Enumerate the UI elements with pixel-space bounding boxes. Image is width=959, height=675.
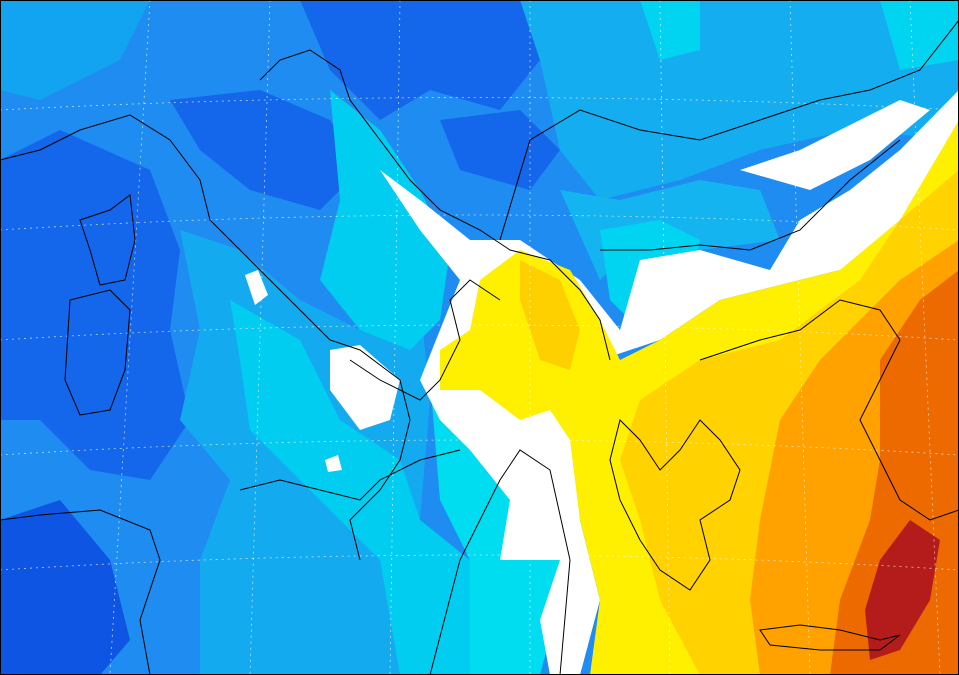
longitude-lines — [109, 0, 941, 675]
cold-region — [0, 500, 130, 675]
coastline — [699, 299, 959, 521]
mild-region — [320, 90, 450, 350]
coastline — [259, 49, 611, 361]
warm-region — [520, 260, 580, 370]
cool-region — [520, 0, 959, 200]
coastline — [349, 279, 501, 401]
neutral-zone — [245, 270, 400, 472]
border — [429, 449, 571, 675]
border — [499, 19, 959, 241]
cool-region — [0, 0, 150, 100]
border — [600, 139, 901, 251]
mild-region — [230, 300, 480, 675]
cold-region — [170, 90, 360, 210]
hottest-region — [865, 520, 940, 660]
coastline — [0, 114, 411, 561]
island — [64, 289, 131, 416]
latitude-lines — [0, 97, 959, 571]
neutral-zone — [740, 100, 930, 190]
island — [79, 194, 136, 286]
mild-region — [430, 380, 560, 675]
coastline — [609, 419, 741, 591]
coastline — [239, 449, 461, 501]
coastlines — [0, 19, 959, 675]
coastline — [0, 509, 161, 675]
cold-region — [300, 0, 540, 120]
cold-region — [0, 130, 190, 480]
mild-region — [640, 0, 959, 70]
neutral-zone — [380, 90, 959, 675]
island — [759, 624, 901, 651]
